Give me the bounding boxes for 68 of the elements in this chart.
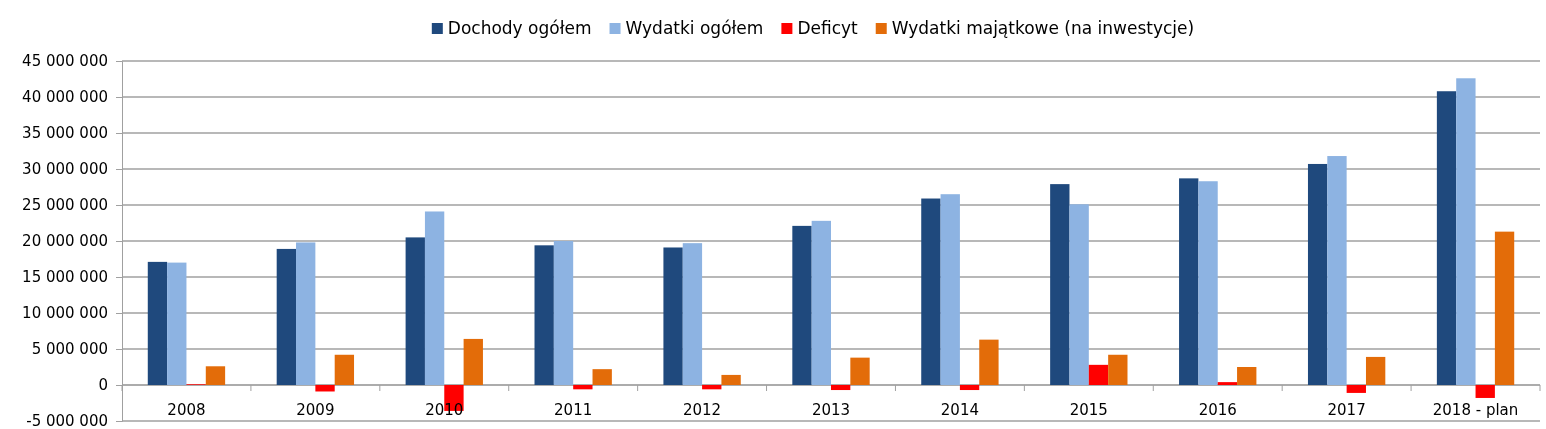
x-tick-label: 2008: [167, 401, 206, 419]
legend-label: Deficyt: [797, 18, 859, 38]
bar: [1108, 354, 1128, 385]
bar: [1217, 382, 1238, 385]
y-tick-label: 20 000 000: [22, 232, 108, 251]
bar: [1050, 184, 1070, 385]
bar: [1069, 204, 1089, 385]
bar: [811, 220, 831, 385]
bar: [1237, 367, 1257, 385]
bar: [147, 261, 168, 385]
bar: [1456, 78, 1476, 385]
x-tick-label: 2018 - plan: [1432, 401, 1519, 419]
legend-label: Wydatki majątkowe (na inwestycje): [891, 18, 1195, 38]
x-tick-label: 2016: [1198, 401, 1237, 419]
bar: [405, 237, 425, 385]
bar: [424, 211, 445, 385]
bar: [1327, 156, 1347, 385]
y-tick-label: 5 000 000: [31, 340, 108, 359]
y-tick-label: 35 000 000: [22, 124, 108, 143]
bar: [296, 242, 316, 385]
bar: [1346, 385, 1366, 393]
bar: [553, 241, 574, 385]
bar: [682, 243, 703, 385]
y-tick-label: 0: [98, 376, 108, 395]
bar: [1365, 356, 1386, 385]
y-tick-label: 45 000 000: [22, 52, 108, 71]
y-tick-label: 30 000 000: [22, 160, 108, 179]
legend-label: Wydatki ogółem: [625, 18, 764, 38]
x-tick-label: 2010: [425, 401, 464, 419]
bar: [276, 248, 297, 385]
bar: [850, 357, 870, 385]
bar: [315, 385, 335, 392]
bar: [831, 385, 851, 391]
bar: [702, 385, 722, 390]
bar: [167, 262, 187, 385]
bar: [1494, 231, 1515, 385]
x-tick-label: 2013: [811, 401, 851, 419]
bar: [792, 225, 812, 385]
bar: [940, 194, 960, 385]
bar: [573, 385, 593, 390]
bar: [534, 245, 554, 385]
legend-label: Dochody ogółem: [447, 18, 592, 38]
bar: [721, 374, 741, 385]
bar: [663, 247, 683, 385]
bar: [959, 385, 980, 391]
bar: [463, 338, 483, 385]
bar: [205, 366, 226, 385]
bar: [334, 354, 355, 385]
y-tick-label: 15 000 000: [22, 268, 108, 287]
bar: [1179, 178, 1199, 385]
x-tick-label: 2017: [1327, 401, 1366, 419]
bar: [979, 339, 999, 385]
x-tick-label: 2011: [554, 401, 593, 419]
bar: [921, 198, 941, 385]
bar: [1088, 364, 1109, 385]
y-tick-label: -5 000 000: [26, 412, 108, 429]
bar: [1475, 385, 1495, 398]
x-tick-label: 2014: [940, 401, 979, 419]
y-tick-label: 40 000 000: [22, 88, 108, 107]
y-tick-label: 25 000 000: [22, 196, 108, 215]
bar: [1436, 91, 1457, 385]
bar: [592, 369, 612, 385]
bar: [1198, 181, 1218, 385]
y-tick-label: 10 000 000: [22, 304, 108, 323]
bar: [1307, 163, 1328, 385]
x-tick-label: 2012: [683, 401, 722, 419]
x-tick-label: 2015: [1069, 401, 1108, 419]
x-tick-label: 2009: [296, 401, 335, 419]
